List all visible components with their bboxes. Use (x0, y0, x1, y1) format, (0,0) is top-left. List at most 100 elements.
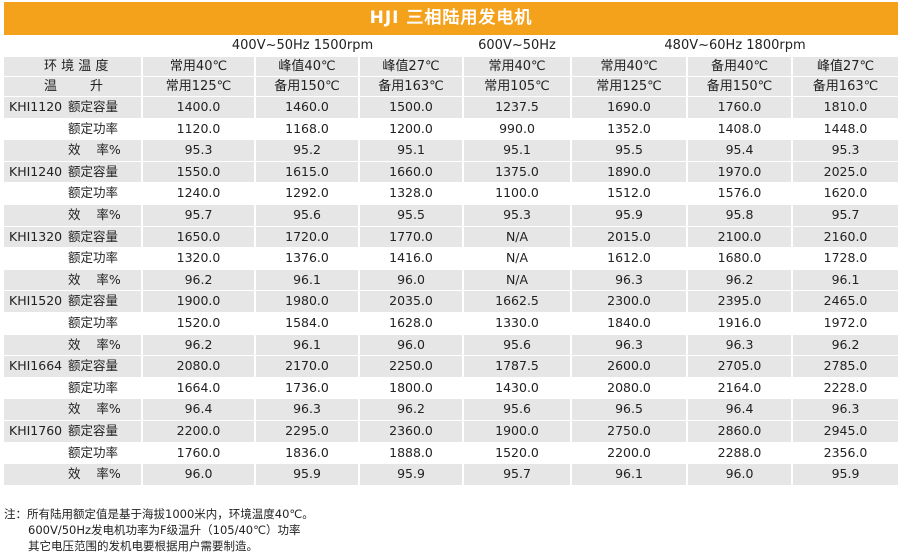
model-name (4, 247, 68, 270)
ambient-cell: 常用40℃ (570, 56, 688, 77)
value-cell: 95.7 (462, 463, 572, 486)
table-row: KHI1240 额定容量 1550.0 1615.0 1660.0 1375.0 1890.… (4, 161, 899, 184)
table-row: 效 率% 96.4 96.3 96.2 95.6 96.5 96.4 96.3 (4, 398, 899, 421)
frequency-header-row: 400V~50Hz 1500rpm 600V~50Hz 480V~60Hz 18… (4, 35, 899, 57)
value-cell: 1240.0 (141, 182, 255, 205)
value-cell: 95.3 (791, 139, 899, 162)
value-cell: 1760.0 (686, 96, 793, 119)
value-cell: 2705.0 (686, 355, 793, 378)
ambient-cell: 峰值27℃ (357, 56, 464, 77)
ambient-cell: 备用40℃ (686, 56, 793, 77)
value-cell: 95.9 (570, 204, 688, 227)
table-row: KHI1320 额定容量 1650.0 1720.0 1770.0 N/A 2015.0 21… (4, 226, 899, 249)
value-cell: 96.2 (791, 334, 899, 357)
value-cell: 95.9 (357, 463, 464, 486)
value-cell: 1120.0 (141, 118, 255, 141)
note-line: 600V/50Hz发电机功率为F级温升（105/40℃）功率 (28, 523, 301, 537)
value-cell: 1840.0 (570, 312, 688, 335)
rise-cell: 常用125℃ (141, 76, 255, 97)
model-name (4, 334, 68, 357)
value-cell: 2600.0 (570, 355, 688, 378)
value-cell: 1100.0 (462, 182, 572, 205)
value-cell: 1770.0 (357, 226, 464, 249)
value-cell: 95.7 (141, 204, 255, 227)
value-cell: 1328.0 (357, 182, 464, 205)
value-cell: 96.0 (357, 269, 464, 292)
value-cell: 96.1 (254, 334, 359, 357)
value-cell: 1787.5 (462, 355, 572, 378)
table-row: 额定功率 1320.0 1376.0 1416.0 N/A 1612.0 1680.0 172… (4, 247, 899, 270)
value-cell: 1916.0 (686, 312, 793, 335)
value-cell: 1448.0 (791, 118, 899, 141)
value-cell: 1430.0 (462, 377, 572, 400)
value-cell: 96.4 (686, 398, 793, 421)
rise-cell: 备用163℃ (357, 76, 464, 97)
value-cell: 96.3 (570, 269, 688, 292)
value-cell: 96.3 (254, 398, 359, 421)
value-cell: 990.0 (462, 118, 572, 141)
freq-header-60hz-1800: 480V~60Hz 1800rpm (570, 35, 899, 57)
model-name (4, 398, 68, 421)
metric-label: 额定功率 (68, 377, 142, 400)
metric-label: 额定容量 (68, 161, 142, 184)
value-cell: 1662.5 (462, 290, 572, 313)
value-cell: 96.1 (570, 463, 688, 486)
value-cell: 95.3 (141, 139, 255, 162)
value-cell: 2164.0 (686, 377, 793, 400)
table-row: 额定功率 1120.0 1168.0 1200.0 990.0 1352.0 1408.0 1… (4, 118, 899, 141)
rise-cell: 常用125℃ (570, 76, 688, 97)
metric-label: 效 率% (68, 139, 142, 162)
value-cell: 1237.5 (462, 96, 572, 119)
value-cell: 1460.0 (254, 96, 359, 119)
model-name: KHI1240 (4, 161, 68, 184)
note-line: 其它电压范围的发机电要根据用户需要制造。 (28, 539, 258, 553)
table-row: 额定功率 1240.0 1292.0 1328.0 1100.0 1512.0 1576.0… (4, 182, 899, 205)
value-cell: 1690.0 (570, 96, 688, 119)
model-name (4, 442, 68, 465)
value-cell: 2288.0 (686, 442, 793, 465)
value-cell: 1376.0 (254, 247, 359, 270)
metric-label: 额定容量 (68, 290, 142, 313)
table-row: 额定功率 1760.0 1836.0 1888.0 1520.0 2200.0 2288.0… (4, 442, 899, 465)
metric-label: 额定功率 (68, 182, 142, 205)
value-cell: 1720.0 (254, 226, 359, 249)
metric-label: 额定功率 (68, 442, 142, 465)
value-cell: 95.5 (570, 139, 688, 162)
header-blank (4, 35, 142, 57)
value-cell: 1400.0 (141, 96, 255, 119)
value-cell: 96.2 (141, 269, 255, 292)
value-cell: 95.9 (791, 463, 899, 486)
value-cell: 1576.0 (686, 182, 793, 205)
model-name (4, 139, 68, 162)
value-cell: 95.6 (462, 398, 572, 421)
value-cell: 1612.0 (570, 247, 688, 270)
value-cell: 2200.0 (141, 420, 255, 443)
metric-label: 额定容量 (68, 226, 142, 249)
value-cell: 96.0 (141, 463, 255, 486)
value-cell: 2395.0 (686, 290, 793, 313)
value-cell: 1292.0 (254, 182, 359, 205)
rise-cell: 常用105℃ (462, 76, 572, 97)
rise-cell: 备用163℃ (791, 76, 899, 97)
value-cell: 1900.0 (141, 290, 255, 313)
table-row: 效 率% 96.2 96.1 96.0 95.6 96.3 96.3 96.2 (4, 334, 899, 357)
model-name (4, 312, 68, 335)
ambient-label: 环 境 温 度 (4, 56, 142, 77)
value-cell: 1650.0 (141, 226, 255, 249)
value-cell: 1320.0 (141, 247, 255, 270)
model-name (4, 269, 68, 292)
rise-cell: 备用150℃ (254, 76, 359, 97)
value-cell: 2160.0 (791, 226, 899, 249)
table-row: 效 率% 95.7 95.6 95.5 95.3 95.9 95.8 95.7 (4, 204, 899, 227)
value-cell: 1760.0 (141, 442, 255, 465)
value-cell: 2360.0 (357, 420, 464, 443)
value-cell: 1900.0 (462, 420, 572, 443)
ambient-cell: 峰值27℃ (791, 56, 899, 77)
metric-label: 效 率% (68, 398, 142, 421)
value-cell: 2228.0 (791, 377, 899, 400)
value-cell: 2300.0 (570, 290, 688, 313)
value-cell: 2465.0 (791, 290, 899, 313)
value-cell: 1736.0 (254, 377, 359, 400)
value-cell: 1664.0 (141, 377, 255, 400)
value-cell: 1512.0 (570, 182, 688, 205)
